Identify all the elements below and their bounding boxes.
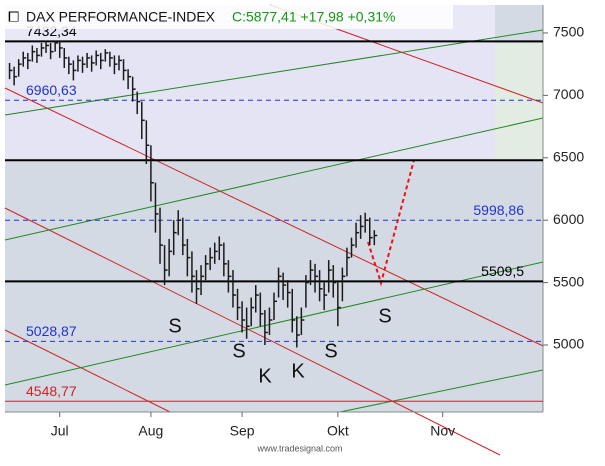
- y-tick-label: 7000: [553, 86, 584, 102]
- y-tick-label: 6500: [553, 148, 584, 164]
- chart-title: DAX PERFORMANCE-INDEX: [26, 9, 216, 25]
- green-channel: [4, 29, 544, 116]
- x-tick-label: Sep: [230, 423, 255, 439]
- level-label: 5509,5: [481, 263, 524, 279]
- y-tick-label: 7500: [553, 24, 584, 40]
- level-label: 6960,63: [26, 82, 77, 98]
- level-label: 5998,86: [473, 202, 524, 218]
- zone-right: [495, 43, 543, 161]
- level-label: 5028,87: [26, 323, 77, 339]
- y-tick-label: 6000: [553, 211, 584, 227]
- y-tick-label: 5000: [553, 336, 584, 352]
- annotation: S: [168, 315, 181, 337]
- projection: [367, 159, 415, 287]
- annotation: S: [378, 305, 391, 327]
- green-channel: [4, 117, 544, 241]
- annotation: S: [232, 340, 245, 362]
- annotation: K: [258, 365, 272, 387]
- footer: www.tradesignal.com: [256, 443, 342, 453]
- red-channel: [4, 207, 501, 456]
- y-tick-label: 5500: [553, 273, 584, 289]
- level-label: 4548,77: [26, 383, 77, 399]
- symbol-icon: ⧠: [8, 9, 19, 25]
- x-tick-label: Aug: [138, 423, 163, 439]
- annotation: S: [324, 340, 337, 362]
- channel-lines: [4, 4, 544, 456]
- green-channel: [4, 261, 544, 386]
- annotation: K: [291, 360, 305, 382]
- x-tick-label: Okt: [327, 423, 349, 439]
- x-tick-label: Jul: [51, 423, 69, 439]
- red-channel: [4, 329, 171, 413]
- x-tick-label: Nov: [430, 423, 455, 439]
- red-channel: [4, 87, 544, 347]
- title-box: [5, 5, 453, 29]
- green-channel: [339, 369, 544, 413]
- quote: C:5877,41 +17,98 +0,31%: [232, 9, 395, 25]
